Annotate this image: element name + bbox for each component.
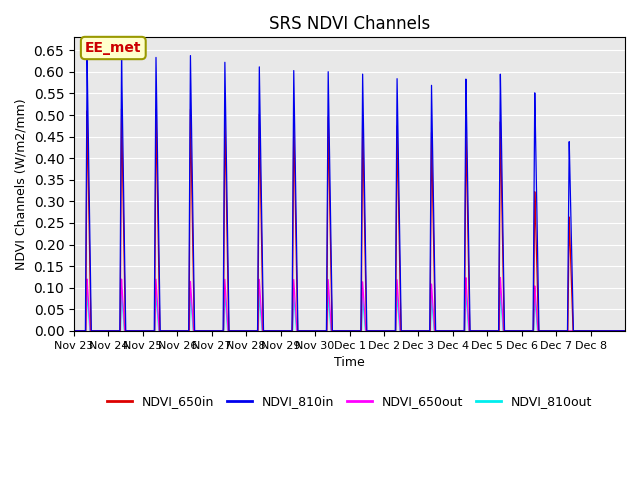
NDVI_650in: [396, 289, 404, 295]
Y-axis label: NDVI Channels (W/m2/mm): NDVI Channels (W/m2/mm): [15, 98, 28, 270]
NDVI_810out: [396, 328, 404, 334]
NDVI_650in: [621, 328, 629, 334]
NDVI_810in: [420, 328, 428, 334]
Title: SRS NDVI Channels: SRS NDVI Channels: [269, 15, 430, 33]
NDVI_810out: [70, 328, 78, 334]
NDVI_650in: [479, 328, 486, 334]
NDVI_810in: [269, 328, 277, 334]
NDVI_810in: [621, 328, 629, 334]
NDVI_810out: [508, 328, 516, 334]
NDVI_810out: [118, 287, 125, 293]
Line: NDVI_810in: NDVI_810in: [74, 56, 625, 331]
NDVI_810in: [508, 328, 516, 334]
NDVI_650out: [479, 328, 486, 334]
Line: NDVI_650in: NDVI_650in: [74, 109, 625, 331]
NDVI_650out: [420, 328, 428, 334]
NDVI_810out: [420, 328, 428, 334]
NDVI_810in: [187, 53, 195, 59]
NDVI_650in: [70, 328, 78, 334]
NDVI_650in: [420, 328, 428, 334]
NDVI_650out: [70, 328, 78, 334]
NDVI_810in: [98, 328, 106, 334]
NDVI_810out: [269, 328, 277, 334]
NDVI_650out: [621, 328, 629, 334]
NDVI_810in: [70, 328, 78, 334]
NDVI_650in: [508, 328, 516, 334]
NDVI_810in: [396, 263, 404, 268]
NDVI_810in: [479, 328, 486, 334]
NDVI_810out: [98, 328, 106, 334]
NDVI_650out: [396, 326, 404, 332]
Text: EE_met: EE_met: [85, 41, 141, 55]
NDVI_810out: [621, 328, 629, 334]
Line: NDVI_650out: NDVI_650out: [74, 277, 625, 331]
NDVI_650in: [98, 328, 106, 334]
Line: NDVI_810out: NDVI_810out: [74, 290, 625, 331]
NDVI_650in: [118, 106, 125, 112]
NDVI_650out: [497, 275, 504, 280]
Legend: NDVI_650in, NDVI_810in, NDVI_650out, NDVI_810out: NDVI_650in, NDVI_810in, NDVI_650out, NDV…: [102, 390, 597, 413]
NDVI_650out: [508, 328, 516, 334]
NDVI_650out: [98, 328, 106, 334]
NDVI_650in: [269, 328, 277, 334]
NDVI_650out: [269, 328, 277, 334]
X-axis label: Time: Time: [334, 356, 365, 369]
NDVI_810out: [479, 328, 486, 334]
